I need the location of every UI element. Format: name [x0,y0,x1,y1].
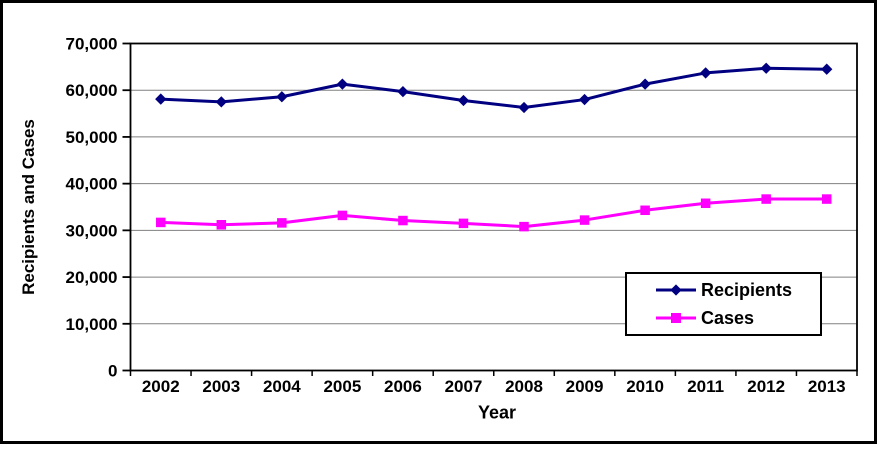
x-tick-label: 2012 [747,377,785,396]
x-axis-title: Year [477,402,517,423]
data-point-cases [821,194,832,204]
legend-item-cases: Cases [655,306,820,330]
data-point-recipients [578,93,591,106]
y-tick-label: 30,000 [66,221,118,240]
x-tick-label: 2013 [808,377,846,396]
x-tick-label: 2005 [323,377,361,396]
data-point-recipients [457,94,470,107]
data-point-recipients [639,78,651,90]
x-tick-label: 2008 [505,377,543,396]
data-point-recipients [518,101,530,114]
data-point-recipients [215,96,227,108]
data-point-recipients [760,62,772,74]
data-point-cases [337,210,348,221]
y-tick-label: 20,000 [66,268,118,287]
legend: Recipients Cases [625,272,822,336]
cases-swatch [656,313,696,323]
series-line-cases [160,197,827,229]
legend-item-recipients: Recipients [655,278,820,302]
data-point-cases [156,217,166,228]
data-point-cases [640,205,650,216]
data-point-cases [216,220,227,230]
data-point-cases [700,198,711,209]
data-point-cases [519,221,529,232]
x-tick-label: 2011 [687,377,724,396]
y-tick-label: 50,000 [66,128,118,147]
x-tick-label: 2003 [202,377,240,396]
recipients-swatch [656,284,696,296]
data-point-cases [458,218,469,229]
y-tick-label: 60,000 [66,81,118,100]
series-line-recipients [160,66,827,109]
data-point-cases [761,194,771,204]
data-point-cases [398,215,408,226]
data-point-recipients [821,63,833,75]
x-tick-label: 2004 [263,377,301,396]
cases-square-marker-icon [671,313,681,323]
y-tick-label: 10,000 [66,315,118,334]
recipients-diamond-marker-icon [670,284,682,296]
y-tick-label: 70,000 [66,35,118,54]
x-tick-label: 2002 [142,377,180,396]
x-tick-label: 2007 [445,377,483,396]
data-point-recipients [397,85,409,98]
data-point-recipients [155,93,167,105]
x-tick-label: 2010 [626,377,664,396]
y-tick-label: 0 [108,362,117,381]
y-axis-title: Recipients and Cases [19,119,38,295]
y-tick-label: 40,000 [66,175,118,194]
data-point-cases [579,215,590,225]
data-point-recipients [336,78,349,90]
data-point-cases [277,218,287,228]
x-tick-label: 2006 [384,377,422,396]
x-tick-label: 2009 [566,377,604,396]
legend-label-recipients: Recipients [701,280,793,300]
legend-label-cases: Cases [701,308,755,328]
data-point-recipients [276,91,288,103]
data-point-recipients [699,67,712,79]
